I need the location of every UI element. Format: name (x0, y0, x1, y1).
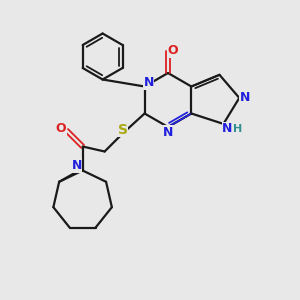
Text: N: N (71, 159, 82, 172)
Text: O: O (168, 44, 178, 58)
Text: N: N (163, 125, 173, 139)
Text: N: N (222, 122, 233, 135)
Text: N: N (143, 76, 154, 89)
Text: O: O (55, 122, 66, 135)
Text: H: H (233, 124, 242, 134)
Text: S: S (118, 122, 128, 136)
Text: N: N (240, 92, 250, 104)
